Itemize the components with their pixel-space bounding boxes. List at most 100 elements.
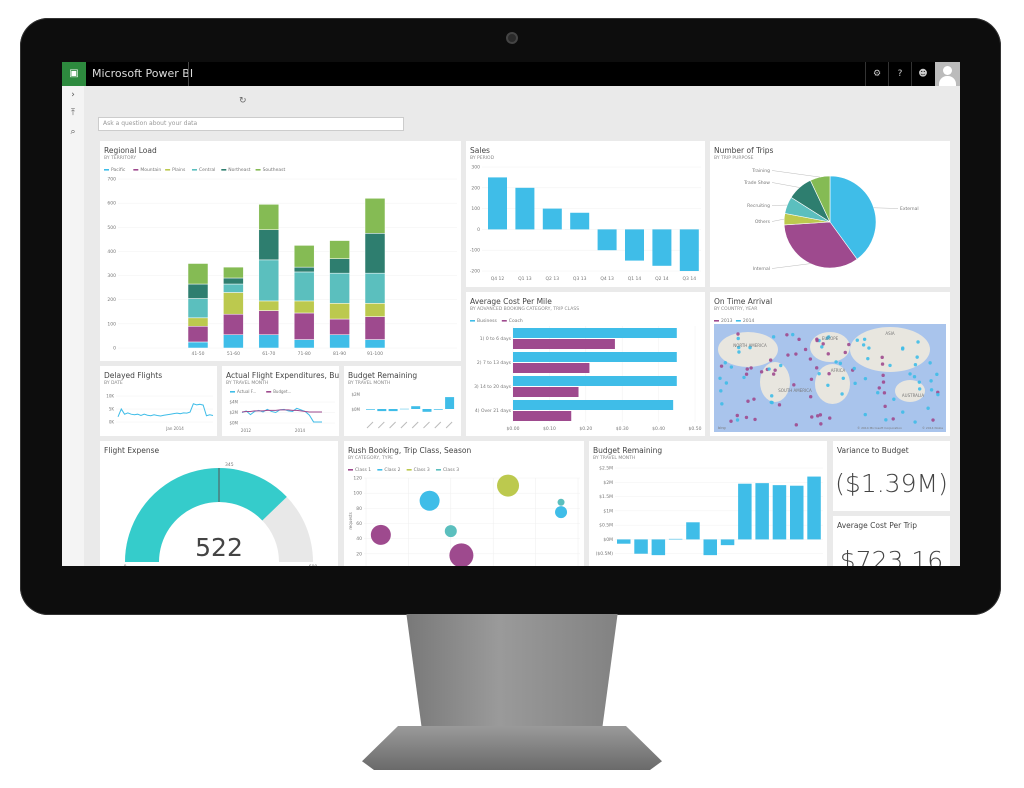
tile-title: Budget Remaining <box>348 371 418 380</box>
tile-actual-flight-expenditures[interactable]: Actual Flight Expenditures, Bu... BY TRA… <box>222 366 339 436</box>
x-tick-label: $0.50 <box>689 426 702 432</box>
map-marker <box>881 380 886 384</box>
tile-subtitle: BY PERIOD <box>470 156 495 161</box>
tile-title: Average Cost Per Trip <box>837 521 917 530</box>
tile-on-time-arrival[interactable]: On Time Arrival BY COUNTRY, YEAR 2013 201… <box>710 292 950 436</box>
chevron-right-icon[interactable]: › <box>71 90 75 100</box>
bar-segment <box>258 334 280 349</box>
y-tick-label: 40 <box>356 536 362 542</box>
legend-swatch <box>133 169 139 171</box>
qa-input[interactable]: Ask a question about your data <box>98 117 404 131</box>
bar-segment <box>364 303 386 317</box>
line-series <box>241 409 322 413</box>
map-region-label: SOUTH AMERICA <box>778 388 812 393</box>
power-bi-logo-icon[interactable]: ▣ <box>62 62 86 86</box>
tile-average-cost-per-trip[interactable]: Average Cost Per Trip $723.16 <box>833 516 950 566</box>
map-marker <box>759 370 764 374</box>
bar-segment <box>293 339 315 349</box>
tile-delayed-flights[interactable]: Delayed Flights BY DATE 0K 5K 10K Jan 2014 <box>100 366 217 436</box>
map-marker <box>815 337 819 341</box>
bubble <box>419 490 440 511</box>
x-tick-label <box>434 421 442 429</box>
y-tick-label: 60 <box>356 521 362 527</box>
y-tick-label: 10K <box>106 394 114 399</box>
tile-number-of-trips[interactable]: Number of Trips BY TRIP PURPOSE External… <box>710 141 950 287</box>
map-marker <box>768 358 773 362</box>
bubble <box>370 524 391 545</box>
bar <box>597 229 617 251</box>
refresh-icon[interactable]: ↻ <box>239 96 247 106</box>
legend-swatch <box>221 169 227 171</box>
y-tick-label: 200 <box>471 185 480 191</box>
top-bar: ▣ Microsoft Power BI ⚙ ? ☻ <box>62 62 960 86</box>
map-marker <box>736 332 740 336</box>
help-icon[interactable]: ? <box>888 62 911 86</box>
legend-swatch <box>377 469 383 471</box>
map-marker <box>917 387 922 391</box>
map-marker <box>770 394 774 398</box>
bar-segment <box>187 263 209 285</box>
tile-budget-remaining[interactable]: Budget Remaining BY TRAVEL MONTH ($1M)($… <box>589 441 827 566</box>
smiley-icon[interactable]: ☻ <box>911 62 934 86</box>
legend-swatch <box>470 320 475 322</box>
pin-icon[interactable]: ⤒ <box>71 108 75 118</box>
bar-segment <box>329 240 350 259</box>
bar-segment <box>187 326 209 343</box>
x-tick-label <box>423 421 430 429</box>
bar <box>652 229 672 266</box>
y-tick-label: 500 <box>107 225 116 231</box>
bar <box>513 328 677 338</box>
bar-segment <box>258 310 280 335</box>
monitor-stand-base <box>362 726 662 770</box>
tile-rush-booking[interactable]: Rush Booking, Trip Class, Season BY CATE… <box>344 441 584 566</box>
x-tick-label <box>411 421 419 429</box>
bar-segment <box>329 272 350 304</box>
tile-sales[interactable]: Sales BY PERIOD -200 -100 0 100 200 300 Q4 12 Q… <box>466 141 705 287</box>
bar-segment <box>329 258 350 274</box>
x-tick-label: $0.40 <box>652 426 665 432</box>
legend-label: Class 3 <box>414 467 430 473</box>
map-marker <box>752 397 756 401</box>
landmass <box>895 380 925 402</box>
bar-segment <box>223 266 244 279</box>
search-icon[interactable]: ⌕ <box>70 127 76 137</box>
bar <box>570 212 590 230</box>
tile-average-cost-per-mile[interactable]: Average Cost Per Mile BY ADVANCED BOOKIN… <box>466 292 705 436</box>
x-tick-label: 61-70 <box>262 351 275 357</box>
x-tick-label: 2014 <box>295 428 306 433</box>
map-marker <box>748 345 752 350</box>
legend-label: Business <box>477 318 497 324</box>
landmass <box>850 327 930 372</box>
map-marker <box>863 376 868 381</box>
tile-regional-load[interactable]: Regional Load BY TERRITORY Pacific Mounta… <box>100 141 461 361</box>
user-avatar[interactable] <box>935 62 960 86</box>
map-marker <box>826 352 830 356</box>
bar <box>617 539 631 544</box>
monitor-stand-neck <box>406 614 618 732</box>
legend-label: Class 2 <box>384 467 400 473</box>
tile-budget-remaining-small[interactable]: Budget Remaining BY TRAVEL MONTH $2M $0M <box>344 366 461 436</box>
leader-line <box>771 218 785 222</box>
map-region-label: AFRICA <box>831 368 846 373</box>
bar <box>377 409 387 412</box>
x-tick-label <box>377 421 385 429</box>
tile-flight-expense[interactable]: Flight Expense 345 522 0 690 <box>100 441 338 566</box>
map-marker <box>929 388 934 392</box>
app-title: Microsoft Power BI <box>92 67 194 80</box>
tile-variance-to-budget[interactable]: Variance to Budget ($1.39M) <box>833 441 950 511</box>
map-marker <box>827 371 831 376</box>
gear-icon[interactable]: ⚙ <box>865 62 888 86</box>
tile-subtitle: BY TRAVEL MONTH <box>226 381 269 386</box>
delayed-flights-chart: 0K 5K 10K Jan 2014 <box>106 394 214 431</box>
legend-label: 2013 <box>721 318 733 324</box>
x-tick-label <box>400 421 408 429</box>
legend-swatch <box>191 169 197 171</box>
legend-label: Budget... <box>273 389 291 394</box>
on-time-map[interactable]: 2013 2014 NORTH AMERICA EUROPE ASIA AFRICA SOU… <box>710 292 950 436</box>
x-tick-label: $0.30 <box>616 426 629 432</box>
map-marker <box>888 363 892 368</box>
map-marker <box>880 362 885 366</box>
legend-label: Class 1 <box>355 467 371 473</box>
map-marker <box>916 340 920 344</box>
y-tick-label: 4) Over 21 days <box>475 408 512 414</box>
